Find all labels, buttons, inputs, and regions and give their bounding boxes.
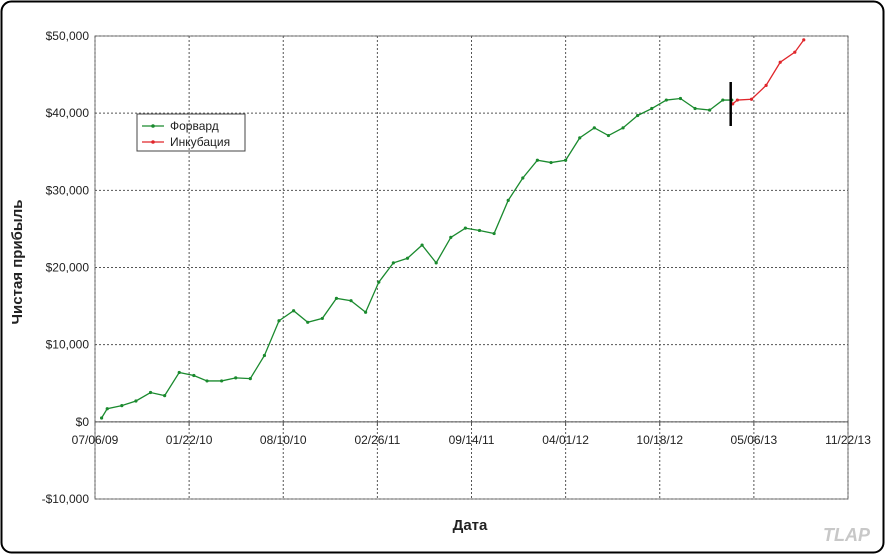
point: [506, 198, 510, 202]
point: [377, 280, 381, 284]
point: [420, 243, 424, 247]
point: [606, 133, 611, 138]
point: [693, 106, 697, 111]
x-tick-label: 01/22/10: [166, 433, 213, 447]
legend-label: Форвард: [170, 119, 219, 133]
point: [192, 373, 196, 378]
point: [219, 379, 224, 383]
y-tick-label: $50,000: [46, 29, 90, 43]
point: [391, 261, 395, 265]
x-tick-label: 08/10/10: [260, 433, 307, 447]
point: [292, 309, 296, 313]
y-tick-label: $10,000: [46, 338, 90, 352]
point: [306, 320, 310, 324]
y-tick-label: -$10,000: [42, 492, 90, 506]
x-tick-label: 04/01/12: [542, 433, 589, 447]
point: [521, 176, 525, 180]
point: [578, 136, 582, 140]
y-tick-label: $40,000: [46, 106, 90, 120]
x-tick-label: 10/18/12: [636, 433, 683, 447]
point: [708, 108, 712, 112]
point: [749, 97, 754, 101]
point: [105, 407, 109, 411]
x-axis-label: Дата: [453, 517, 488, 534]
point: [405, 256, 410, 260]
point: [234, 376, 238, 380]
point: [434, 261, 438, 265]
point: [592, 126, 596, 130]
point: [735, 98, 740, 102]
point: [120, 404, 124, 408]
point: [535, 158, 539, 162]
legend-marker: [151, 140, 155, 144]
point: [549, 160, 553, 165]
point: [664, 98, 668, 102]
point: [449, 235, 453, 240]
point: [793, 50, 797, 54]
point: [764, 83, 768, 87]
line: [101, 97, 732, 419]
point: [99, 416, 104, 420]
y-tick-label: $20,000: [46, 261, 90, 275]
y-axis-label: Чистая прибыль: [9, 200, 26, 325]
point: [678, 96, 683, 101]
point: [205, 379, 209, 383]
point: [334, 296, 339, 300]
y-tick-label: $30,000: [46, 183, 90, 197]
point: [364, 310, 368, 314]
point: [320, 316, 324, 321]
point: [492, 231, 496, 236]
point: [621, 126, 625, 130]
x-tick-label: 11/22/13: [825, 433, 871, 447]
point: [248, 377, 252, 381]
point: [636, 113, 640, 118]
point: [148, 390, 153, 395]
point: [134, 399, 138, 403]
x-tick-label: 02/26/11: [354, 433, 400, 447]
x-tick-label: 05/06/13: [731, 433, 778, 447]
watermark: TLAP: [823, 525, 871, 545]
point: [177, 370, 181, 375]
legend-box: [136, 113, 246, 152]
point: [477, 228, 482, 233]
point: [349, 299, 353, 303]
legend-marker: [151, 124, 155, 128]
legend-label: Инкубация: [170, 135, 230, 149]
y-tick-label: $0: [76, 415, 90, 429]
point: [262, 353, 267, 358]
x-tick-label: 07/06/09: [72, 433, 119, 447]
x-tick-label: 09/14/11: [449, 433, 495, 447]
point: [163, 393, 167, 398]
point: [277, 319, 281, 323]
point: [721, 98, 725, 102]
point: [778, 60, 782, 64]
point: [564, 158, 568, 162]
point: [802, 38, 806, 42]
point: [463, 226, 467, 230]
point: [650, 106, 654, 111]
